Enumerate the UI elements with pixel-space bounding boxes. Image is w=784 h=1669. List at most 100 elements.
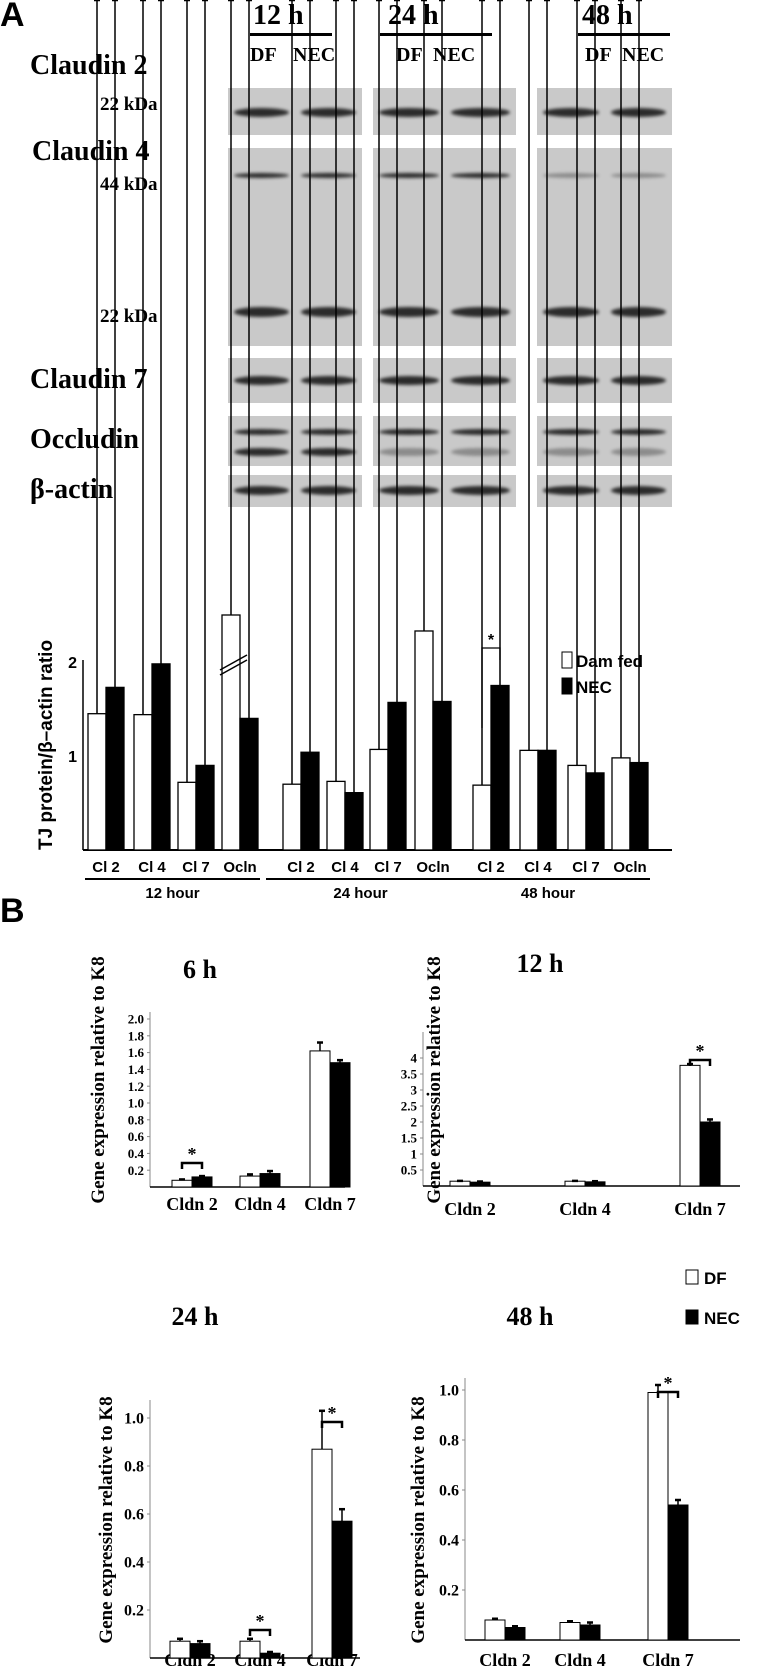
panel-a-label: A	[0, 0, 25, 34]
row-occludin: Occludin	[30, 424, 139, 455]
x-tick-label: Cl 4	[331, 859, 359, 876]
y-tick-label: 1.2	[128, 1079, 144, 1094]
x-tick-label: Cldn 2	[166, 1194, 218, 1214]
x-tick-label: Cldn 7	[304, 1194, 356, 1214]
blot-band	[379, 172, 439, 178]
bar-nec	[537, 749, 557, 851]
bar-nec	[699, 1121, 721, 1187]
significance-marker: *	[696, 1041, 705, 1061]
lane-nec: NEC	[433, 44, 476, 66]
bar-df	[169, 1640, 191, 1659]
bar-df	[559, 1622, 581, 1641]
significance-marker: *	[664, 1373, 673, 1393]
chart-title: 48 h	[507, 1302, 555, 1331]
lane-df: DF	[250, 44, 277, 66]
legend-label: Dam fed	[576, 652, 643, 671]
y-tick-label: 1.0	[128, 1096, 144, 1111]
y-tick-label: 0.4	[124, 1555, 144, 1572]
blot-band	[543, 307, 599, 317]
bar-df	[309, 1050, 331, 1188]
divider	[578, 33, 670, 36]
bar-df	[239, 1640, 261, 1659]
blot-band	[379, 375, 439, 385]
bar-nec	[105, 686, 125, 851]
x-tick-label: Cldn 2	[479, 1650, 531, 1669]
y-tick-label: 1.0	[124, 1411, 144, 1428]
bar-dam-fed	[87, 713, 107, 851]
group-label: 12 hour	[145, 885, 199, 902]
blot-band	[543, 107, 599, 117]
blot-band	[301, 172, 356, 178]
y-axis-label: Gene expression relative to K8	[96, 1396, 117, 1643]
chart-title: 12 h	[517, 949, 565, 978]
y-axis-label: Gene expression relative to K8	[88, 956, 109, 1203]
bar-df	[679, 1064, 701, 1187]
y-tick-label: 0.4	[128, 1146, 145, 1161]
panel-b-label: B	[0, 892, 25, 930]
y-tick-label: 0.2	[439, 1583, 459, 1600]
blot-band	[450, 107, 510, 117]
bar-df	[484, 1619, 506, 1641]
y-tick-label: 1.4	[128, 1062, 145, 1077]
blot-band	[301, 107, 356, 117]
significance-bracket	[481, 647, 501, 728]
bar-nec	[629, 761, 649, 851]
y-tick-label: 1.8	[128, 1028, 145, 1043]
y-tick-label: 0.6	[439, 1483, 459, 1500]
axis-break-mark	[219, 659, 248, 676]
blot-band	[450, 448, 510, 456]
blot-image	[537, 416, 672, 466]
bar-nec	[432, 700, 452, 851]
lane-df: DF	[396, 44, 423, 66]
x-tick-label: Cl 4	[138, 859, 166, 876]
y-tick-label: 4	[411, 1051, 418, 1066]
y-tick-label: 0.4	[439, 1533, 459, 1550]
y-tick-label: 0.6	[128, 1129, 145, 1144]
y-tick-label: 2.0	[128, 1012, 144, 1027]
x-tick-label: Cldn 4	[234, 1194, 286, 1214]
y-tick-label: 2.5	[401, 1099, 418, 1114]
group-label: 24 hour	[333, 885, 387, 902]
bar-dam-fed	[133, 713, 153, 851]
blot-band	[379, 448, 439, 456]
bar-nec	[259, 1173, 281, 1188]
bar-dam-fed	[369, 748, 389, 851]
legend-swatch	[685, 1269, 699, 1285]
blot-band	[450, 485, 510, 495]
y-axis-label: Gene expression relative to K8	[424, 956, 445, 1203]
x-tick-label: Cl 7	[572, 859, 600, 876]
bar-nec	[387, 701, 407, 851]
y-tick-label: 0.5	[401, 1163, 418, 1178]
blot-band	[379, 485, 439, 495]
significance-bracket	[248, 1628, 272, 1636]
significance-bracket	[688, 1058, 712, 1066]
lane-nec: NEC	[622, 44, 665, 66]
significance-bracket	[180, 1161, 204, 1169]
y-tick-label: 1	[68, 749, 77, 766]
y-tick-label: 2	[68, 655, 77, 672]
blot-band	[301, 448, 356, 456]
y-tick-label: 0.8	[124, 1459, 144, 1476]
blot-band	[234, 485, 289, 495]
blot-band	[543, 448, 599, 456]
bar-df	[311, 1448, 333, 1659]
blot-band	[450, 172, 510, 178]
significance-marker: *	[256, 1611, 265, 1631]
blot-band	[301, 375, 356, 385]
significance-bracket	[320, 1420, 344, 1428]
axis-break-mark	[219, 654, 248, 671]
bar-dam-fed	[326, 780, 346, 851]
chart-title: 6 h	[183, 955, 218, 984]
y-tick-label: 3	[411, 1083, 418, 1098]
time-48h: 48 h	[582, 0, 633, 31]
blot-band	[450, 307, 510, 317]
bar-nec	[504, 1627, 526, 1641]
blot-band	[234, 429, 289, 435]
x-tick-label: Cl 2	[287, 859, 315, 876]
blot-band	[379, 107, 439, 117]
divider	[250, 33, 332, 36]
row-claudin-2: Claudin 2	[30, 50, 148, 81]
blot-band	[543, 429, 599, 435]
